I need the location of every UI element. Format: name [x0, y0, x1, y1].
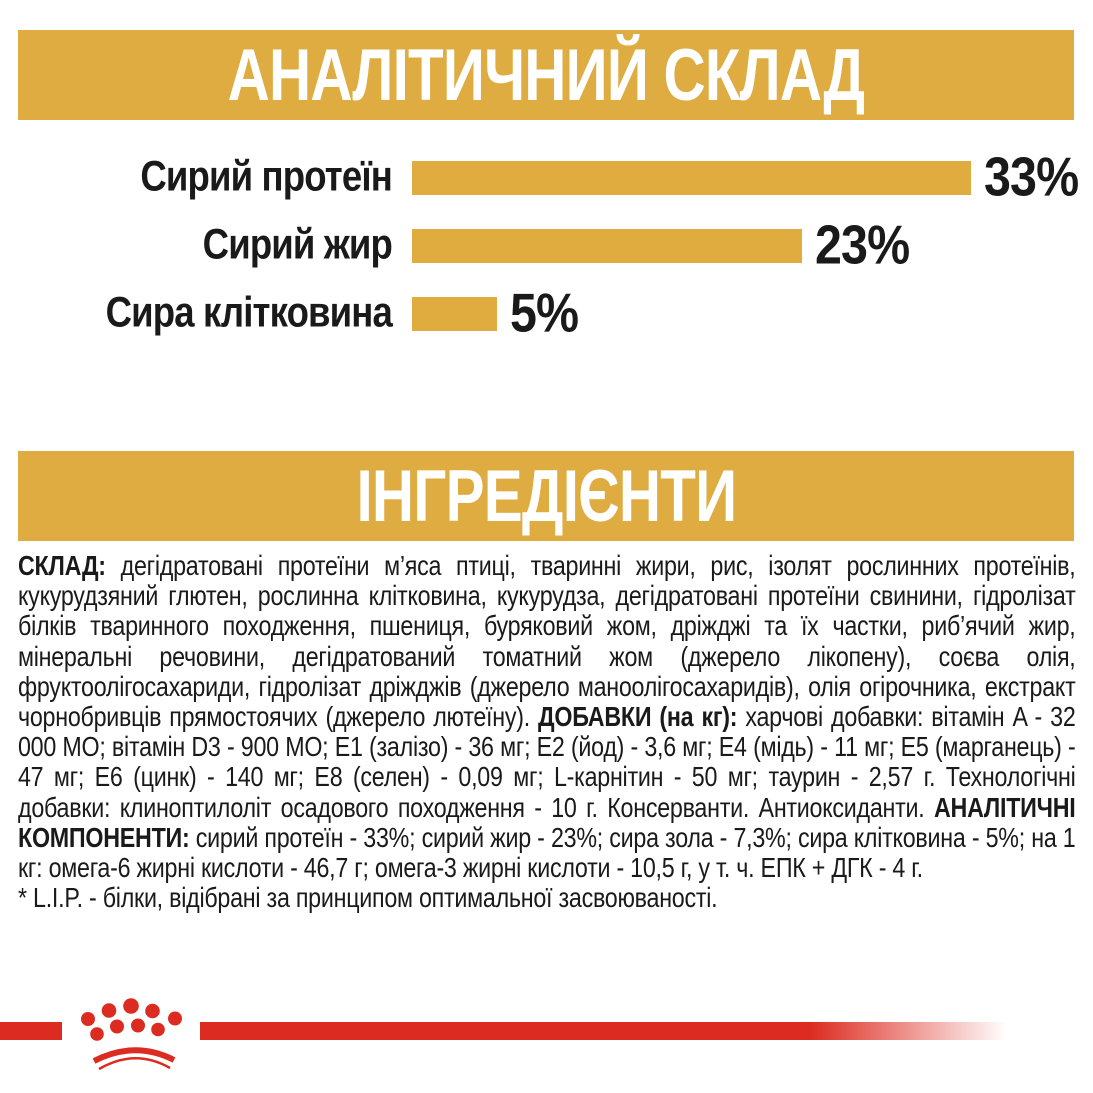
- ingredients-banner: ІНГРЕДІЄНТИ: [18, 451, 1074, 541]
- analytical-constituents-label: АНАЛІТИЧНІ КОМПОНЕНТИ:: [18, 791, 1076, 853]
- bar-label-crude-protein: Сирий протеїн: [140, 152, 392, 201]
- bar-row-crude-fat: Сирий жир 23%: [0, 214, 1093, 276]
- footer-band-left: [0, 1022, 62, 1040]
- lip-footnote: * L.I.P. - білки, відібрані за принципом…: [18, 882, 718, 914]
- composition-label: СКЛАД:: [18, 550, 106, 581]
- bar-row-crude-protein: Сирий протеїн 33%: [0, 146, 1093, 208]
- analytical-composition-title: АНАЛІТИЧНИЙ СКЛАД: [227, 34, 865, 116]
- bar-value-crude-fibre: 5%: [510, 281, 579, 344]
- ingredients-paragraph: СКЛАД: дегідратовані протеїни м’яса птиц…: [18, 550, 1076, 884]
- bar-row-crude-fibre: Сира клітковина 5%: [0, 282, 1093, 344]
- ingredients-title: ІНГРЕДІЄНТИ: [356, 455, 737, 537]
- bar-crude-fibre: [412, 297, 497, 331]
- composition-text: дегідратовані протеїни м’яса птиці, твар…: [18, 550, 1076, 733]
- bar-label-crude-fibre: Сира клітковина: [105, 288, 393, 337]
- bar-label-crude-fat: Сирий жир: [202, 220, 393, 269]
- crown-arcs: [92, 1047, 176, 1071]
- royal-canin-crown-logo: [81, 998, 182, 1071]
- additives-label: ДОБАВКИ (на кг):: [538, 701, 738, 733]
- bar-crude-protein: [412, 161, 971, 195]
- crown-dots: [81, 998, 182, 1041]
- analytical-constituents-text: сирий протеїн - 33%; сирий жир - 23%; си…: [18, 821, 1076, 884]
- ingredients-block: СКЛАД: дегідратовані протеїни м’яса птиц…: [18, 550, 1076, 914]
- analytical-composition-banner: АНАЛІТИЧНИЙ СКЛАД: [18, 30, 1074, 120]
- bar-crude-fat: [412, 229, 802, 263]
- footer-band-right: [200, 1022, 1024, 1040]
- additives-text: харчові добавки: вітамін A - 32 000 МО; …: [18, 701, 1076, 823]
- bar-value-crude-protein: 33%: [984, 145, 1079, 208]
- bar-value-crude-fat: 23%: [815, 213, 910, 276]
